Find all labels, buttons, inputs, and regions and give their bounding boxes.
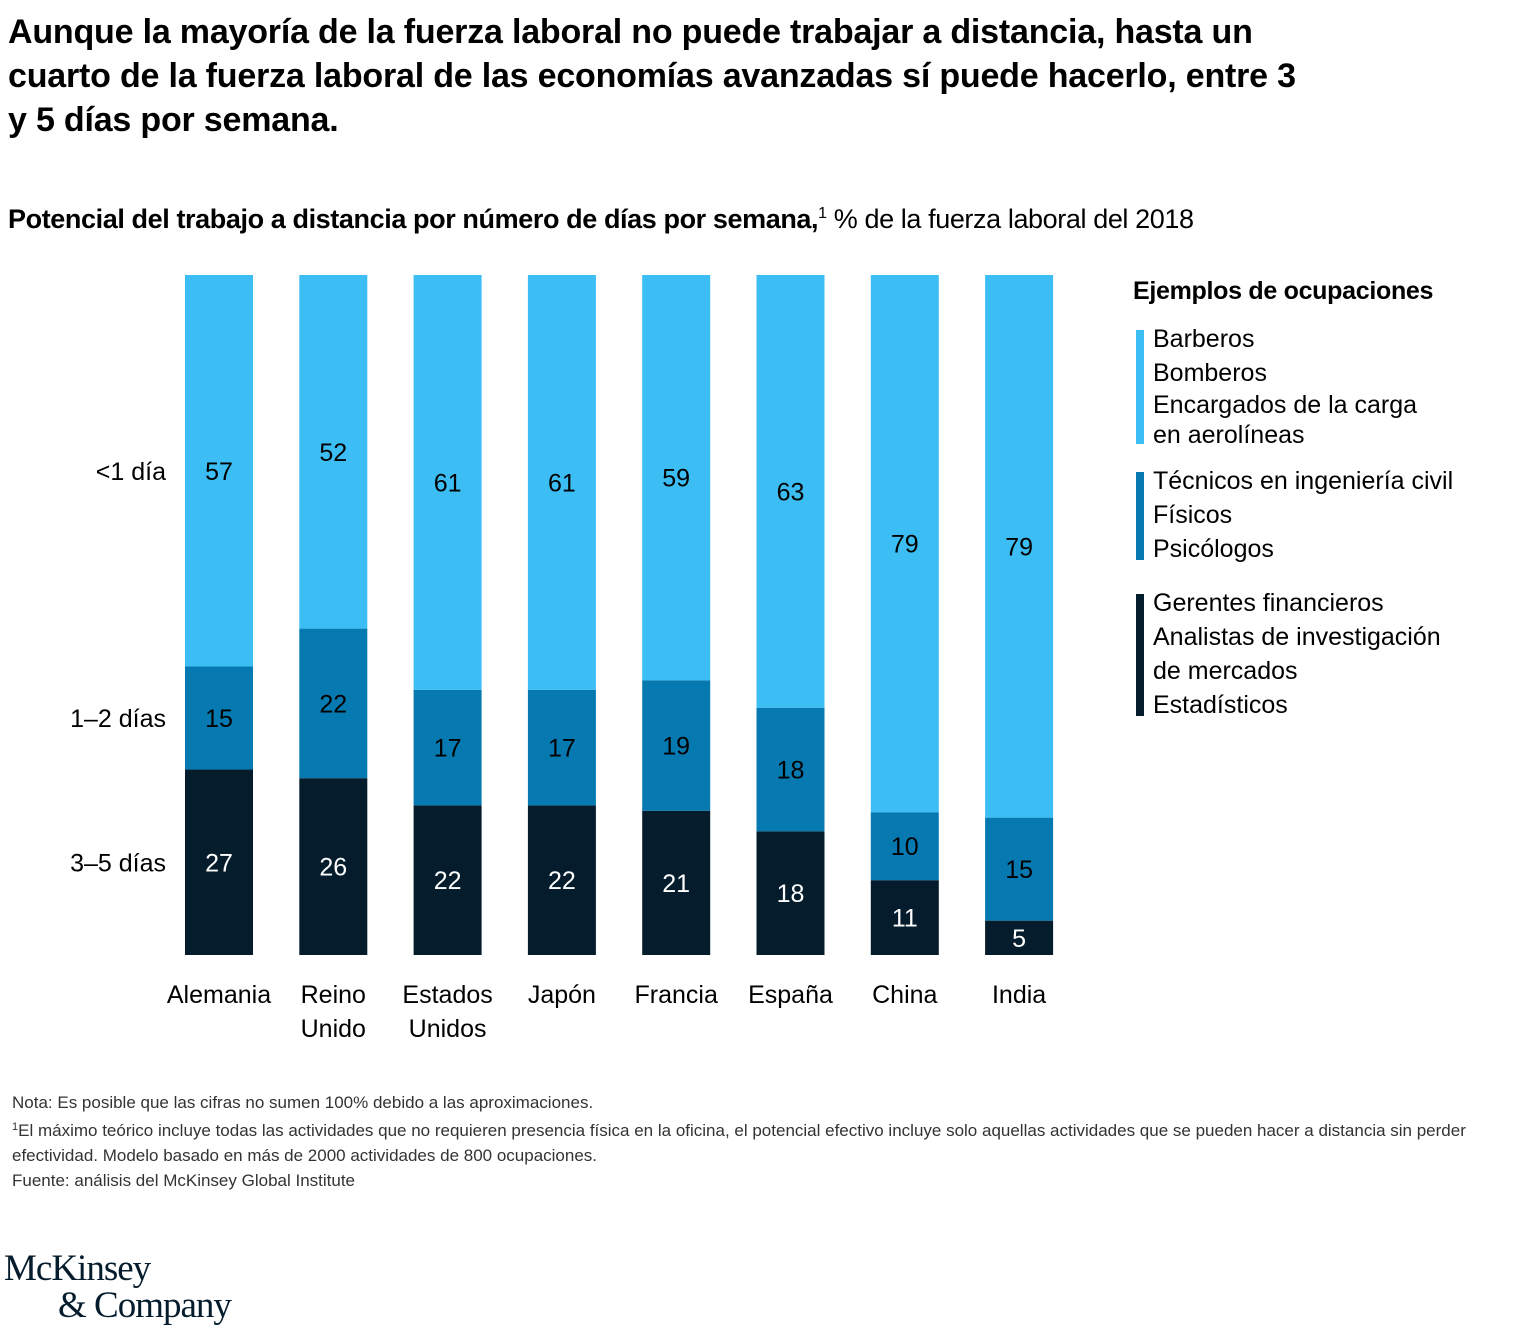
bar-segment (299, 628, 368, 779)
logo-line-1: McKinsey (4, 1248, 151, 1289)
legend-item: Bomberos (1153, 359, 1267, 387)
stacked-bar-chart: 27 15 57 Alemania 26 22 52 Reino Unido 22 17 61 Esta… (70, 275, 1054, 1043)
legend-group-1-2-days: Técnicos en ingeniería civil Físicos Psi… (1133, 464, 1533, 566)
bar-segment (756, 275, 825, 708)
legend-item: Estadísticos (1153, 691, 1288, 719)
bar-segment (642, 275, 711, 681)
category-label: Estados (402, 981, 492, 1009)
data-label: 27 (205, 849, 233, 877)
footnote-1-ref: 1 (12, 1121, 19, 1133)
subtitle-unit: % de la fuerza laboral del 2018 (826, 204, 1194, 234)
bar-segment (985, 920, 1054, 955)
data-label: 10 (891, 833, 919, 861)
data-label: 18 (777, 880, 805, 908)
footnotes: Nota: Es posible que las cifras no sumen… (12, 1090, 1522, 1193)
data-label: 17 (434, 735, 462, 763)
data-label: 61 (434, 469, 462, 497)
legend-item: Encargados de la carga (1153, 391, 1418, 419)
legend-group-3-5-days: Gerentes financieros Analistas de invest… (1133, 586, 1533, 722)
data-label: 15 (205, 705, 233, 733)
bar-segment (756, 831, 825, 955)
legend-swatch-light-blue (1136, 330, 1144, 444)
legend-item: Psicólogos (1153, 535, 1274, 563)
bar-segment (756, 707, 825, 832)
legend-swatch-navy (1136, 594, 1144, 716)
data-label: 22 (548, 867, 576, 895)
row-label: 3–5 días (70, 849, 166, 877)
bar-segment (642, 810, 711, 955)
category-label: Francia (635, 981, 718, 1009)
bar-segment (527, 805, 596, 955)
data-label: 26 (319, 854, 347, 882)
subtitle-footnote-ref: 1 (818, 205, 827, 222)
chart-subtitle: Potencial del trabajo a distancia por nú… (8, 196, 1194, 237)
bar-segment (413, 805, 482, 955)
bar-segment (870, 275, 939, 813)
data-label: 22 (319, 690, 347, 718)
bar-segment (870, 812, 939, 881)
data-label: 61 (548, 469, 576, 497)
category-label: India (992, 981, 1046, 1009)
headline: Aunque la mayoría de la fuerza laboral n… (8, 13, 1296, 139)
bar-segment (527, 689, 596, 806)
legend-item: en aerolíneas (1153, 421, 1305, 449)
data-label: 63 (777, 478, 805, 506)
legend: Ejemplos de ocupaciones Barberos Bombero… (1133, 272, 1533, 736)
mckinsey-logo: McKinsey & Company (4, 1248, 232, 1326)
category-label: Unido (301, 1015, 366, 1043)
logo-line-2: & Company (58, 1285, 232, 1326)
category-label: Alemania (167, 981, 271, 1009)
data-label: 57 (205, 458, 233, 486)
data-label: 19 (662, 733, 690, 761)
category-label: Reino (301, 981, 366, 1009)
legend-item: de mercados (1153, 657, 1298, 685)
data-label: 5 (1012, 925, 1026, 953)
source-note: Fuente: análisis del McKinsey Global Ins… (12, 1171, 356, 1190)
bar-segment (985, 275, 1054, 818)
legend-item: Físicos (1153, 501, 1233, 529)
bar-segment (185, 769, 253, 955)
data-label: 22 (434, 867, 462, 895)
category-label: Unidos (409, 1015, 487, 1043)
data-label: 59 (662, 465, 690, 493)
data-label: 17 (548, 735, 576, 763)
data-label: 79 (1005, 533, 1033, 561)
footnote-1-text: El máximo teórico incluye todas las acti… (12, 1121, 1466, 1165)
bar-segment (413, 689, 482, 806)
bar-segment (185, 666, 253, 770)
data-label: 79 (891, 531, 919, 559)
legend-item: Barberos (1153, 325, 1255, 353)
category-label: Japón (528, 981, 596, 1009)
row-label: <1 día (96, 458, 166, 486)
bar-segment (413, 275, 482, 690)
bar-segment (870, 880, 939, 955)
legend-item: Gerentes financieros (1153, 589, 1384, 617)
legend-item: Técnicos en ingeniería civil (1153, 467, 1454, 495)
data-label: 15 (1005, 856, 1033, 884)
bar-segment (185, 275, 253, 667)
data-label: 18 (777, 757, 805, 785)
category-label: España (748, 981, 833, 1009)
row-label: 1–2 días (70, 705, 166, 733)
subtitle-bold: Potencial del trabajo a distancia por nú… (8, 204, 819, 234)
bar-segment (299, 778, 368, 955)
legend-item: Analistas de investigación (1153, 623, 1441, 651)
bar-segment (299, 275, 368, 629)
bar-segment (985, 817, 1054, 921)
category-label: China (872, 981, 937, 1009)
legend-group-less-than-1-day: Barberos Bomberos Encargados de la carga… (1133, 322, 1533, 450)
data-label: 21 (662, 870, 690, 898)
bar-segment (527, 275, 596, 690)
data-label: 52 (319, 439, 347, 467)
footnote-1: 1El máximo teórico incluye todas las act… (12, 1115, 1522, 1168)
legend-title: Ejemplos de ocupaciones (1133, 277, 1434, 305)
data-label: 11 (892, 905, 918, 933)
note-rounding: Nota: Es posible que las cifras no sumen… (12, 1093, 594, 1112)
legend-swatch-medium-blue (1136, 472, 1144, 560)
bar-segment (642, 680, 711, 811)
